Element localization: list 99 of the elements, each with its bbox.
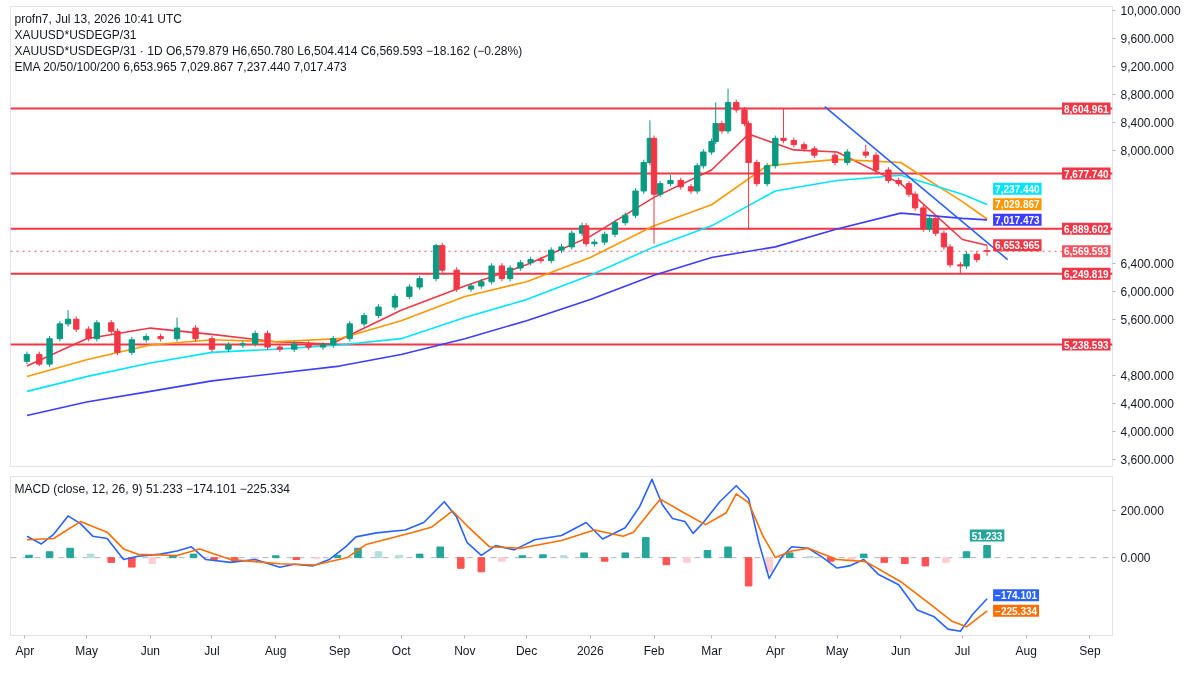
data-label: 51.233 (971, 530, 1003, 542)
x-tick-label: Mar (701, 643, 722, 658)
candlestick (537, 256, 545, 264)
candlestick (128, 336, 135, 356)
bar (765, 557, 773, 573)
candlestick (64, 309, 72, 328)
data-label: −174.101 (995, 590, 1038, 602)
y-tick-label: 4,800.000 (1120, 368, 1175, 383)
bar (148, 557, 157, 565)
bar (724, 546, 732, 559)
bar (86, 553, 95, 559)
x-tick-label: Aug (1015, 643, 1037, 658)
x-tick-label: Apr (765, 643, 785, 658)
y-tick-label: 9,600.000 (1120, 32, 1175, 47)
candlestick (488, 262, 495, 286)
candlestick (346, 320, 353, 342)
ref-line-label: 7,677.740 (1064, 168, 1109, 180)
text: EMA 20/50/100/200 6,653.965 7,029.867 7,237.440 7,017.473 (14, 59, 348, 74)
annotation: XAUUSD*USDEGP/31 (14, 27, 137, 42)
bar (880, 557, 889, 563)
bar (703, 550, 712, 559)
bar (662, 557, 671, 566)
y-tick-label: 9,200.000 (1120, 60, 1175, 75)
bar (498, 557, 506, 562)
bar (859, 553, 868, 559)
annotation: profn7, Jul 13, 2026 10:41 UTC (14, 11, 183, 26)
bar (785, 552, 794, 559)
y-tick-label: 4,000.000 (1120, 424, 1175, 439)
ref-line-label: 8,604.961 (1064, 103, 1109, 115)
bar (600, 557, 609, 562)
candlestick (800, 141, 808, 153)
x-tick-label: Aug (265, 643, 287, 658)
ref-line-label: 6,249.819 (1064, 268, 1109, 280)
ref-line-label: 6,569.593 (1064, 246, 1109, 258)
candlestick (319, 341, 327, 351)
bar (66, 547, 74, 559)
bar (942, 557, 950, 563)
text: XAUUSD*USDEGP/31 · 1D O6,579.879 H6,650.780 L6,504.414 C6,569.593 −18.162 (−0.28%) (14, 43, 523, 58)
y-tick-label: 200.000 (1120, 503, 1165, 518)
bar (621, 552, 630, 559)
bar (642, 537, 650, 559)
candlestick (56, 320, 64, 342)
x-tick-label: 2026 (576, 643, 604, 658)
x-tick-label: Oct (391, 643, 412, 658)
candlestick (93, 319, 101, 342)
bar (128, 557, 136, 568)
x-tick-label: May (75, 643, 98, 658)
bar (436, 546, 444, 559)
x-tick-label: May (825, 643, 849, 658)
bar (395, 554, 403, 559)
x-tick-label: Feb (643, 643, 665, 658)
ref-line-label: 6,889.602 (1064, 223, 1109, 235)
y-tick-label: 8,400.000 (1120, 116, 1175, 131)
x-tick-label: Jun (891, 643, 911, 658)
x-tick-label: Sep (328, 643, 351, 658)
bar (456, 557, 465, 569)
x-tick-label: Sep (1079, 643, 1101, 658)
y-tick-label: 4,400.000 (1120, 396, 1175, 411)
candlestick (173, 317, 181, 342)
bar (580, 552, 588, 559)
line-series (26, 212, 988, 417)
bar (25, 554, 33, 559)
bar (539, 554, 547, 559)
bar (374, 551, 383, 559)
bar (847, 557, 856, 561)
candlestick (763, 162, 771, 187)
candlestick (568, 229, 575, 251)
data-label: 7,029.867 (995, 199, 1041, 211)
bar (107, 557, 116, 563)
x-tick-label: Dec (515, 643, 538, 658)
bar (683, 557, 691, 563)
bar (415, 553, 424, 559)
y-tick-label: 3,600.000 (1120, 452, 1175, 467)
x-tick-label: Jul (204, 643, 220, 658)
bar (45, 551, 54, 559)
bar (189, 553, 198, 559)
y-tick-label: 8,800.000 (1120, 88, 1175, 103)
ref-line-label: 5,238.593 (1064, 339, 1109, 351)
bar (921, 557, 930, 567)
bar (901, 557, 909, 565)
data-label: 6,653.965 (995, 240, 1041, 252)
bar (744, 557, 753, 587)
data-label: −225.334 (995, 605, 1038, 617)
y-tick-label: 0.000 (1120, 551, 1151, 566)
data-label: 7,237.440 (995, 183, 1041, 195)
bar (962, 551, 971, 559)
y-tick-label: 5,600.000 (1120, 312, 1175, 327)
x-tick-label: Nov (454, 643, 476, 658)
x-tick-label: Apr (15, 643, 35, 658)
y-tick-label: 10,000.000 (1120, 4, 1181, 19)
bar (983, 545, 991, 559)
x-tick-label: Jun (140, 643, 160, 658)
data-label: 7,017.473 (995, 214, 1041, 226)
chart-title: MACD (close, 12, 26, 9) 51.233 −174.101 −225.334 (14, 481, 291, 496)
y-tick-label: 8,000.000 (1120, 144, 1175, 159)
y-tick-label: 6,000.000 (1120, 284, 1175, 299)
bar (477, 557, 486, 573)
y-tick-label: 6,400.000 (1120, 256, 1175, 271)
x-tick-label: Jul (954, 643, 971, 658)
